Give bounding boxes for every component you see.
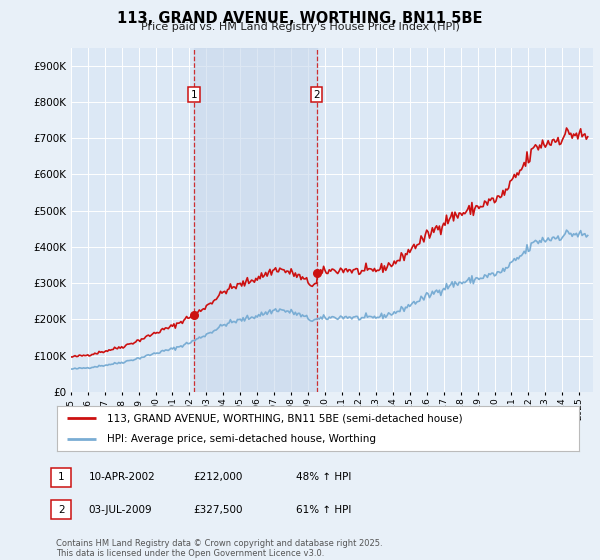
Text: HPI: Average price, semi-detached house, Worthing: HPI: Average price, semi-detached house,… bbox=[107, 433, 376, 444]
Text: 1: 1 bbox=[58, 472, 65, 482]
Text: Price paid vs. HM Land Registry's House Price Index (HPI): Price paid vs. HM Land Registry's House … bbox=[140, 22, 460, 32]
Text: 10-APR-2002: 10-APR-2002 bbox=[89, 472, 155, 482]
Text: £327,500: £327,500 bbox=[194, 505, 244, 515]
Bar bbox=[194, 48, 317, 392]
Text: 113, GRAND AVENUE, WORTHING, BN11 5BE (semi-detached house): 113, GRAND AVENUE, WORTHING, BN11 5BE (s… bbox=[107, 413, 462, 423]
Text: 48% ↑ HPI: 48% ↑ HPI bbox=[296, 472, 351, 482]
Text: 2: 2 bbox=[313, 90, 320, 100]
Text: 03-JUL-2009: 03-JUL-2009 bbox=[89, 505, 152, 515]
Text: 61% ↑ HPI: 61% ↑ HPI bbox=[296, 505, 351, 515]
Text: 113, GRAND AVENUE, WORTHING, BN11 5BE: 113, GRAND AVENUE, WORTHING, BN11 5BE bbox=[117, 11, 483, 26]
Text: Contains HM Land Registry data © Crown copyright and database right 2025.
This d: Contains HM Land Registry data © Crown c… bbox=[56, 539, 382, 558]
Text: 1: 1 bbox=[190, 90, 197, 100]
Text: £212,000: £212,000 bbox=[194, 472, 243, 482]
Text: 2: 2 bbox=[58, 505, 65, 515]
